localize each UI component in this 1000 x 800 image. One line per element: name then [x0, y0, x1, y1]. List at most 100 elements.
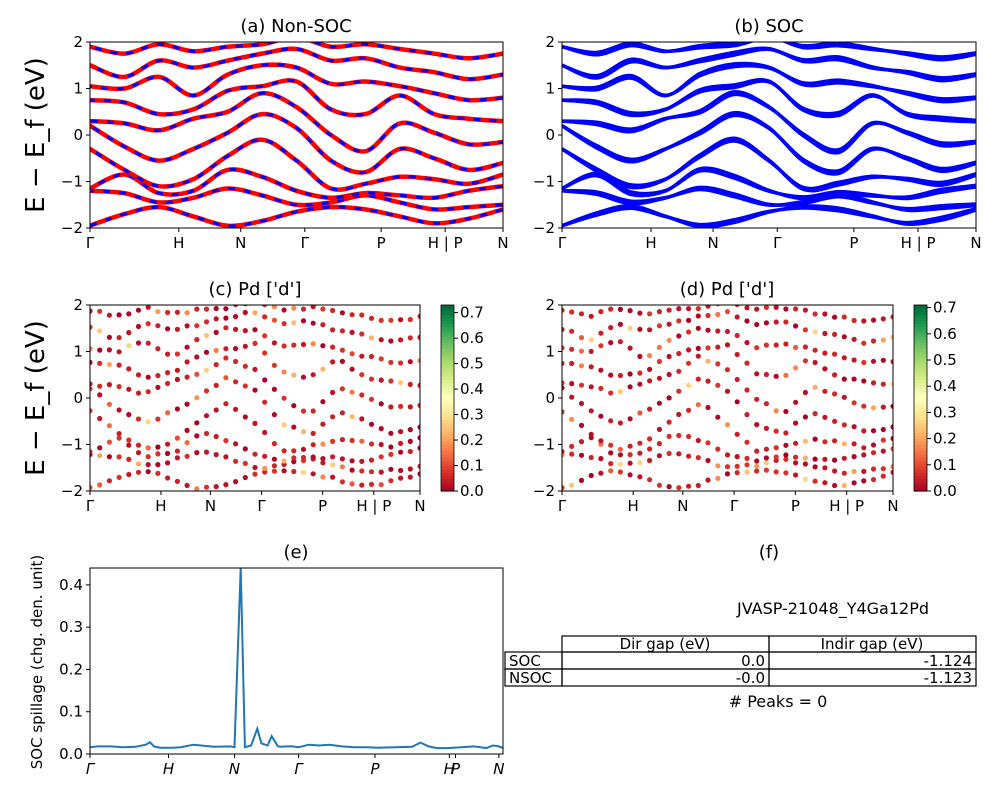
projected-point: [783, 306, 789, 312]
projected-point: [861, 378, 867, 384]
projected-point: [890, 435, 893, 442]
projected-point: [106, 454, 112, 460]
projected-point: [262, 453, 268, 459]
projected-point: [271, 305, 277, 310]
projected-point: [724, 422, 731, 428]
projected-point: [135, 340, 142, 346]
projected-point: [763, 460, 770, 466]
panel-d-xtick-label: P: [791, 497, 800, 515]
projected-point: [627, 345, 633, 351]
band-line-red: [90, 90, 503, 154]
projected-point: [598, 309, 604, 315]
colorbar-segment: [914, 354, 927, 359]
projected-point: [203, 332, 210, 339]
projected-point: [880, 404, 886, 410]
panel-c-ytick-label: 2: [73, 296, 83, 314]
panel-e-xtick-label: N: [493, 760, 504, 778]
panel-b-xtick-label: H | P: [901, 234, 936, 252]
projected-point: [724, 309, 731, 315]
colorbar-segment: [914, 351, 927, 356]
projected-point: [388, 404, 394, 410]
projected-point: [165, 475, 171, 481]
projected-point: [262, 429, 268, 436]
projected-point: [880, 448, 886, 454]
projected-point: [627, 443, 633, 449]
projected-point: [300, 374, 307, 380]
projected-point: [578, 363, 585, 369]
colorbar-segment: [914, 332, 927, 337]
projected-point: [145, 419, 151, 425]
projected-point: [773, 305, 779, 310]
projected-point: [822, 480, 828, 486]
projected-point: [90, 359, 93, 365]
projected-point: [359, 392, 365, 398]
band-line-blue: [90, 186, 503, 212]
colorbar-segment: [441, 422, 454, 427]
panel-c-ytick-label: −1: [61, 436, 83, 454]
panel-e-ytick-label: 0.3: [59, 618, 83, 636]
colorbar-segment: [914, 438, 927, 442]
projected-point: [870, 380, 877, 386]
projected-point: [666, 371, 672, 378]
projected-point: [676, 368, 682, 374]
projected-point: [330, 389, 336, 396]
projected-point: [262, 314, 268, 320]
panel-e-frame: [89, 567, 504, 755]
colorbar-segment: [441, 410, 454, 415]
projected-point: [310, 454, 316, 460]
projected-point: [783, 372, 789, 378]
projected-point: [310, 320, 316, 326]
projected-point: [812, 478, 818, 484]
projected-point: [734, 431, 740, 437]
projected-point: [233, 479, 239, 485]
colorbar-segment: [914, 360, 927, 365]
colorbar-segment: [914, 370, 927, 374]
colorbar-tick-label: 0.3: [460, 406, 484, 424]
projected-point: [822, 414, 828, 420]
projected-point: [705, 345, 711, 351]
projected-point: [686, 329, 692, 335]
projected-point: [715, 382, 721, 388]
projected-point: [97, 482, 103, 488]
projected-point: [851, 336, 857, 342]
projected-point: [300, 306, 307, 312]
panel-d-xtick-label: Γ: [730, 497, 739, 515]
projected-point: [223, 438, 229, 444]
colorbar-segment: [441, 357, 454, 362]
projected-point: [637, 353, 643, 359]
projected-point: [569, 346, 575, 352]
colorbar-segment: [441, 435, 454, 439]
projected-point: [569, 443, 575, 449]
projected-point: [617, 372, 624, 379]
projected-point: [763, 467, 770, 473]
projected-point: [832, 457, 838, 463]
projected-point: [281, 448, 287, 454]
projected-point: [213, 407, 219, 413]
projected-point: [608, 418, 614, 424]
projected-point: [705, 305, 711, 309]
colorbar-segment: [914, 456, 927, 461]
panel-e-xtick-label: H: [444, 760, 455, 778]
projected-point: [802, 344, 809, 350]
projected-point: [184, 401, 190, 407]
colorbar-segment: [441, 348, 454, 353]
projected-point: [126, 366, 132, 372]
projected-point: [686, 382, 692, 388]
projected-point: [608, 340, 614, 346]
projected-point: [793, 460, 799, 466]
projected-point: [637, 370, 643, 376]
band-line-red: [90, 78, 503, 124]
projected-point: [763, 342, 770, 348]
projected-point: [637, 460, 643, 466]
projected-point: [262, 469, 268, 475]
projected-point: [841, 355, 847, 361]
projected-point: [666, 395, 672, 401]
band-line-soc: [562, 113, 976, 174]
band-line-blue: [90, 167, 503, 200]
projected-point: [686, 347, 692, 353]
projected-point: [870, 428, 877, 434]
projected-point: [627, 452, 633, 458]
projected-point: [194, 450, 200, 456]
colorbar-tick-label: 0.3: [933, 403, 957, 421]
projected-point: [262, 305, 268, 308]
